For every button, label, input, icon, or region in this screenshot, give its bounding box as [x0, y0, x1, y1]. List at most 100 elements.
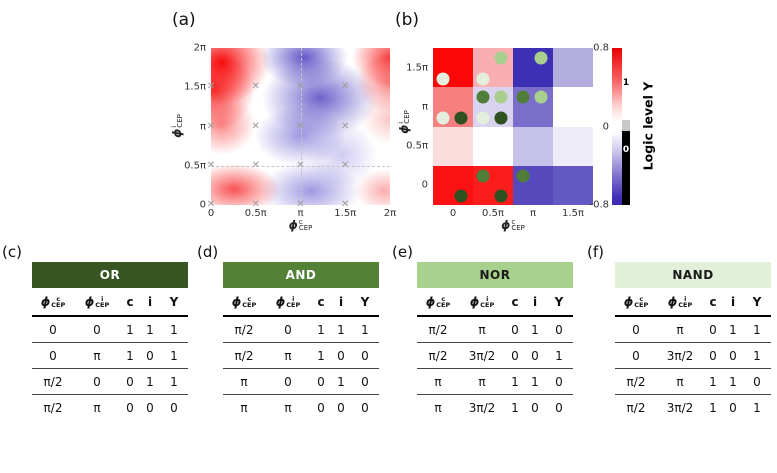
colorbar-axis-label: Logic level Y [640, 81, 656, 171]
table-cell: 1 [531, 374, 539, 389]
table-cell: 0 [361, 374, 369, 389]
gate-point-and [476, 169, 490, 183]
gate-name-and: AND [223, 262, 379, 288]
table-cell: 1 [337, 322, 345, 337]
phi-sup-sub: c CEP [511, 218, 525, 232]
phi-subscript: CEP [480, 300, 495, 309]
tick-label: 1.5π [184, 81, 206, 93]
table-cell: π [478, 322, 486, 337]
panel-a-x-label: ϕ c CEP [211, 218, 390, 232]
panel-a-y-label: ϕ i CEP [170, 114, 185, 138]
heatmap-cell [513, 48, 553, 88]
column-header: Y [752, 294, 762, 309]
phi-symbol: ϕ [501, 218, 511, 232]
tick-label: 0 [421, 179, 428, 191]
table-row: π/2 π 0 1 0 [417, 317, 573, 343]
tick-label: 1.5π [562, 208, 584, 219]
table-cell: 0 [361, 348, 369, 363]
table-cell: 0 [511, 348, 519, 363]
table-cell: 0 [361, 400, 369, 415]
table-cell: 0 [531, 348, 539, 363]
panel-e-label: (e) [392, 243, 413, 261]
column-header: i [147, 294, 153, 309]
table-cell: 3π/2 [468, 348, 496, 363]
table-cell: 0 [555, 374, 563, 389]
sample-marker-icon: ✕ [296, 81, 305, 93]
tick-label: 1.5π [406, 62, 428, 74]
phi-symbol: ϕ [397, 124, 411, 134]
heatmap-cell [433, 165, 473, 205]
table-cell: 0 [146, 348, 154, 363]
phi-subscript: CEP [51, 300, 66, 309]
sample-marker-icon: ✕ [206, 159, 216, 171]
table-cell: 1 [126, 322, 134, 337]
column-header-row: ϕ c CEP ϕ i CEP c i Y [417, 288, 573, 317]
column-header: ϕ c CEP [417, 295, 459, 309]
colorbar-level-one: 1 [622, 78, 630, 88]
tick-label: π [421, 101, 428, 113]
table-cell: 1 [729, 322, 737, 337]
phi-symbol: ϕ [288, 218, 298, 232]
panel-b-y-label: ϕ i CEP [397, 110, 412, 134]
column-header: Y [360, 294, 370, 309]
column-header: c [317, 294, 325, 309]
gate-point-nor [534, 90, 548, 104]
heatmap-cell [513, 126, 553, 166]
table-cell: 0 [337, 400, 345, 415]
table-cell: π [240, 400, 248, 415]
table-cell: π [93, 348, 101, 363]
panel-f-label: (f) [587, 243, 604, 261]
colorbar-ticks: 0.8 0 -0.8 [584, 43, 609, 211]
table-cell: 1 [753, 400, 761, 415]
table-cell: π/2 [428, 348, 448, 363]
table-cell: 1 [531, 322, 539, 337]
panel-a-x-axis: 0 0.5π π 1.5π 2π [208, 208, 396, 222]
gate-point-and [476, 90, 490, 104]
phi-subscript: CEP [678, 300, 693, 309]
phi-subscript: CEP [403, 110, 411, 124]
table-row: π/2 π 0 0 0 [32, 395, 188, 420]
table-cell: π/2 [43, 400, 63, 415]
phi-symbol: ϕ [231, 294, 242, 309]
panel-d-label: (d) [197, 243, 219, 261]
gate-point-or [494, 111, 508, 125]
table-row: π/2 0 1 1 1 [223, 317, 379, 343]
phi-subscript: CEP [298, 224, 313, 232]
colorbar-gradient [612, 48, 622, 205]
phi-sup-sub: c CEP [299, 218, 313, 232]
tick-label: 0.5π [184, 160, 206, 172]
gate-point-nand [476, 72, 490, 86]
gate-point-and [516, 90, 530, 104]
table-row: π/2 3π/2 1 0 1 [615, 395, 771, 420]
tick-label: 0 [199, 199, 206, 211]
table-cell: 0 [146, 400, 154, 415]
tick-label: 1.5π [334, 208, 357, 219]
table-cell: 1 [337, 374, 345, 389]
panel-a-heatmap: ✕ ✕ ✕ ✕ ✕ ✕ ✕ ✕ ✕ ✕ ✕ ✕ ✕ ✕ ✕ ✕ [207, 48, 390, 210]
column-header: ϕ i CEP [657, 295, 703, 309]
tick-label: 2π [193, 42, 206, 54]
table-cell: 1 [361, 322, 369, 337]
table-cell: 0 [555, 400, 563, 415]
column-header-row: ϕ c CEP ϕ i CEP c i Y [615, 288, 771, 317]
phi-sup-sub: i CEP [678, 295, 693, 309]
table-cell: 0 [531, 400, 539, 415]
table-cell: 0 [511, 322, 519, 337]
colorbar-tick-max: 0.8 [593, 42, 609, 54]
column-header: i [730, 294, 736, 309]
panel-a-y-axis: 2π 1.5π π 0.5π 0 [172, 43, 206, 211]
table-cell: 1 [709, 400, 717, 415]
table-cell: π/2 [234, 322, 254, 337]
dashed-guide-vertical [300, 48, 302, 205]
panel-b-heatmap [433, 48, 593, 205]
column-header: ϕ c CEP [223, 295, 265, 309]
phi-sup-sub: c CEP [436, 295, 450, 308]
heatmap-cell [433, 126, 473, 166]
table-cell: 1 [709, 374, 717, 389]
heatmap-cell [553, 165, 593, 205]
table-cell: 1 [753, 348, 761, 363]
table-cell: 1 [555, 348, 563, 363]
tick-label: 0 [449, 208, 457, 219]
